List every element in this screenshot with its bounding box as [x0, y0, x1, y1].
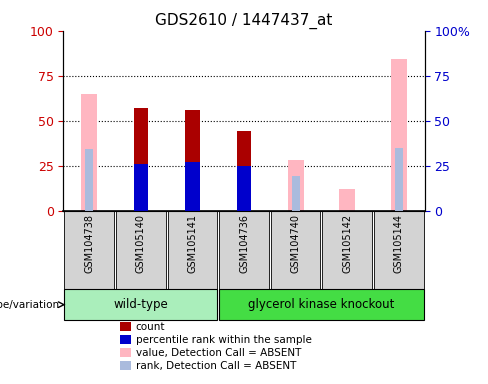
- Text: rank, Detection Call = ABSENT: rank, Detection Call = ABSENT: [136, 361, 296, 371]
- Text: GSM105144: GSM105144: [394, 214, 404, 273]
- Text: wild-type: wild-type: [113, 298, 168, 311]
- Bar: [134, 164, 148, 210]
- Bar: [81, 94, 97, 210]
- Text: GSM104738: GSM104738: [84, 214, 94, 273]
- Bar: [219, 289, 424, 320]
- Text: GSM104736: GSM104736: [239, 214, 249, 273]
- Bar: [121, 348, 131, 357]
- Text: genotype/variation: genotype/variation: [0, 300, 60, 310]
- Bar: [121, 335, 131, 344]
- Bar: [116, 210, 165, 289]
- Bar: [287, 160, 304, 210]
- Bar: [121, 361, 131, 369]
- Bar: [237, 166, 251, 210]
- Text: count: count: [136, 322, 165, 332]
- Text: GSM105142: GSM105142: [342, 214, 352, 273]
- Bar: [134, 108, 148, 210]
- Bar: [168, 210, 217, 289]
- Bar: [292, 176, 300, 210]
- Bar: [219, 210, 269, 289]
- Text: percentile rank within the sample: percentile rank within the sample: [136, 335, 311, 345]
- Bar: [64, 289, 217, 320]
- Bar: [185, 110, 200, 210]
- Bar: [237, 131, 251, 210]
- Title: GDS2610 / 1447437_at: GDS2610 / 1447437_at: [155, 13, 333, 29]
- Text: GSM104740: GSM104740: [290, 214, 301, 273]
- Bar: [85, 149, 93, 210]
- Bar: [121, 323, 131, 331]
- Bar: [374, 210, 424, 289]
- Text: GSM105140: GSM105140: [136, 214, 146, 273]
- Bar: [395, 147, 403, 210]
- Text: glycerol kinase knockout: glycerol kinase knockout: [248, 298, 395, 311]
- Bar: [339, 189, 355, 210]
- Text: value, Detection Call = ABSENT: value, Detection Call = ABSENT: [136, 348, 301, 358]
- Bar: [64, 210, 114, 289]
- Bar: [323, 210, 372, 289]
- Bar: [391, 60, 407, 210]
- Bar: [185, 162, 200, 210]
- Text: GSM105141: GSM105141: [187, 214, 198, 273]
- Bar: [271, 210, 320, 289]
